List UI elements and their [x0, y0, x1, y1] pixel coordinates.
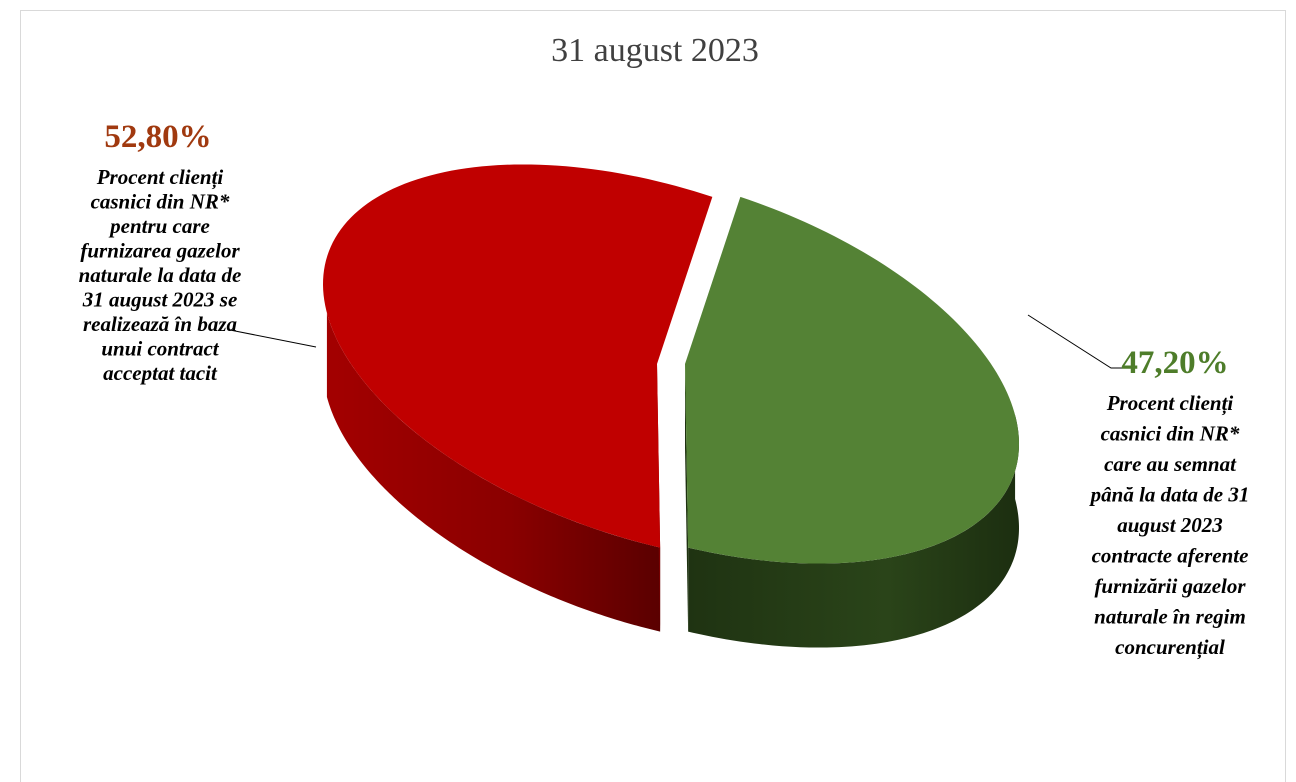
- slice-description-line: concurențial: [1115, 635, 1225, 660]
- slice-description-line: până la data de 31: [1089, 483, 1250, 507]
- leader-line: [229, 329, 317, 348]
- slice-description-line: 31 august 2023 se: [82, 288, 238, 312]
- slice-description-line: casnici din NR*: [91, 190, 230, 214]
- slice-top: [685, 196, 1019, 564]
- slice-description-line: unui contract: [101, 337, 219, 361]
- slice-description-line: acceptat tacit: [103, 361, 218, 385]
- slice-description-line: casnici din NR*: [1101, 422, 1240, 446]
- pie-slices: [323, 164, 1019, 648]
- slice-side-wall: [688, 415, 1019, 648]
- slice-value-label: 52,80%: [104, 119, 211, 155]
- slice-top: [323, 164, 713, 548]
- slice-side-wall: [326, 312, 661, 632]
- slice-description: Procent clienți casnici din NR* care au se…: [1089, 391, 1250, 660]
- slice-inner-wall: [685, 364, 689, 632]
- slice-description-line: Procent clienți: [1106, 391, 1234, 416]
- slice-description-line: realizează în baza: [83, 312, 237, 336]
- slice-value-label: 47,20%: [1121, 345, 1228, 381]
- slice-description-line: august 2023: [1117, 513, 1223, 537]
- slice-green: [685, 196, 1019, 648]
- slice-description-line: furnizarea gazelor: [80, 239, 240, 263]
- slice-description-line: pentru care: [108, 214, 210, 238]
- chart-title: 31 august 2023: [551, 32, 759, 69]
- slice-description-line: care au semnat: [1104, 452, 1237, 476]
- slice-description-line: naturale la data de: [79, 263, 242, 287]
- slice-description-line: Procent clienți: [96, 165, 224, 190]
- slice-description-line: furnizării gazelor: [1094, 574, 1246, 598]
- slice-red: [323, 164, 713, 632]
- slice-description-line: naturale în regim: [1094, 605, 1246, 629]
- slice-description-line: contracte aferente: [1092, 544, 1249, 568]
- leader-line: [1027, 314, 1128, 369]
